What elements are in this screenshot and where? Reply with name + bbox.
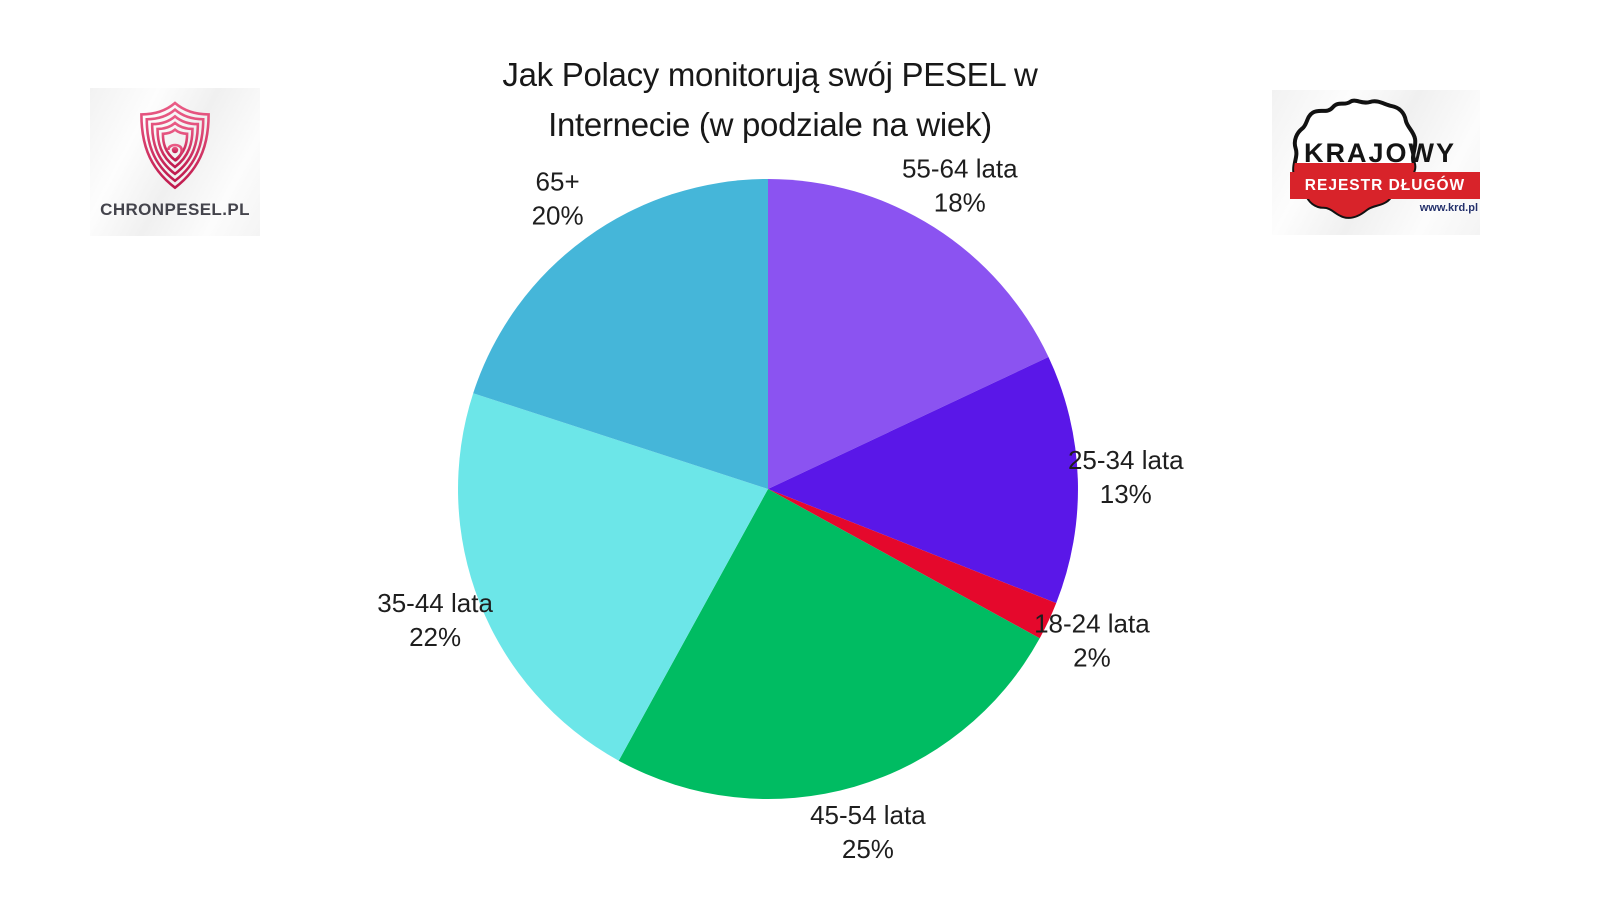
pie-slice-45-54 lata bbox=[618, 489, 1040, 800]
pie-label-25-34 lata: 25-34 lata 13% bbox=[1068, 445, 1184, 509]
krd-logo-subtitle: REJESTR DŁUGÓW bbox=[1304, 176, 1466, 194]
fingerprint-shield-icon bbox=[132, 98, 218, 194]
pie-label-35-44 lata: 35-44 lata 22% bbox=[377, 588, 493, 652]
krd-logo-url: www.krd.pl bbox=[1419, 202, 1478, 214]
pie-slice-35-44 lata bbox=[458, 393, 768, 761]
chronpesel-logo: CHRONPESEL.PL bbox=[90, 88, 260, 236]
pie-label-65+: 65+ 20% bbox=[532, 166, 584, 230]
chart-title-line2: Internecie (w podziale na wiek) bbox=[548, 106, 992, 143]
krd-logo-title: KRAJOWY bbox=[1304, 138, 1457, 168]
krd-logo: KRAJOWY REJESTR DŁUGÓW www.krd.pl bbox=[1272, 90, 1480, 235]
pie-slice-25-34 lata bbox=[768, 357, 1078, 604]
krd-logo-banner: REJESTR DŁUGÓW bbox=[1290, 172, 1480, 199]
pie-slice-18-24 lata bbox=[768, 489, 1057, 639]
pie-label-18-24 lata: 18-24 lata 2% bbox=[1034, 608, 1150, 672]
pie-label-55-64 lata: 55-64 lata 18% bbox=[902, 154, 1018, 218]
pie-slice-65+ bbox=[473, 179, 768, 489]
chart-title-line1: Jak Polacy monitorują swój PESEL w bbox=[502, 56, 1038, 93]
chronpesel-logo-text: CHRONPESEL.PL bbox=[100, 200, 250, 219]
pie-slice-55-64 lata bbox=[768, 179, 1049, 489]
pie-label-45-54 lata: 45-54 lata 25% bbox=[810, 800, 926, 864]
chart-title: Jak Polacy monitorują swój PESEL w Inter… bbox=[370, 50, 1170, 150]
